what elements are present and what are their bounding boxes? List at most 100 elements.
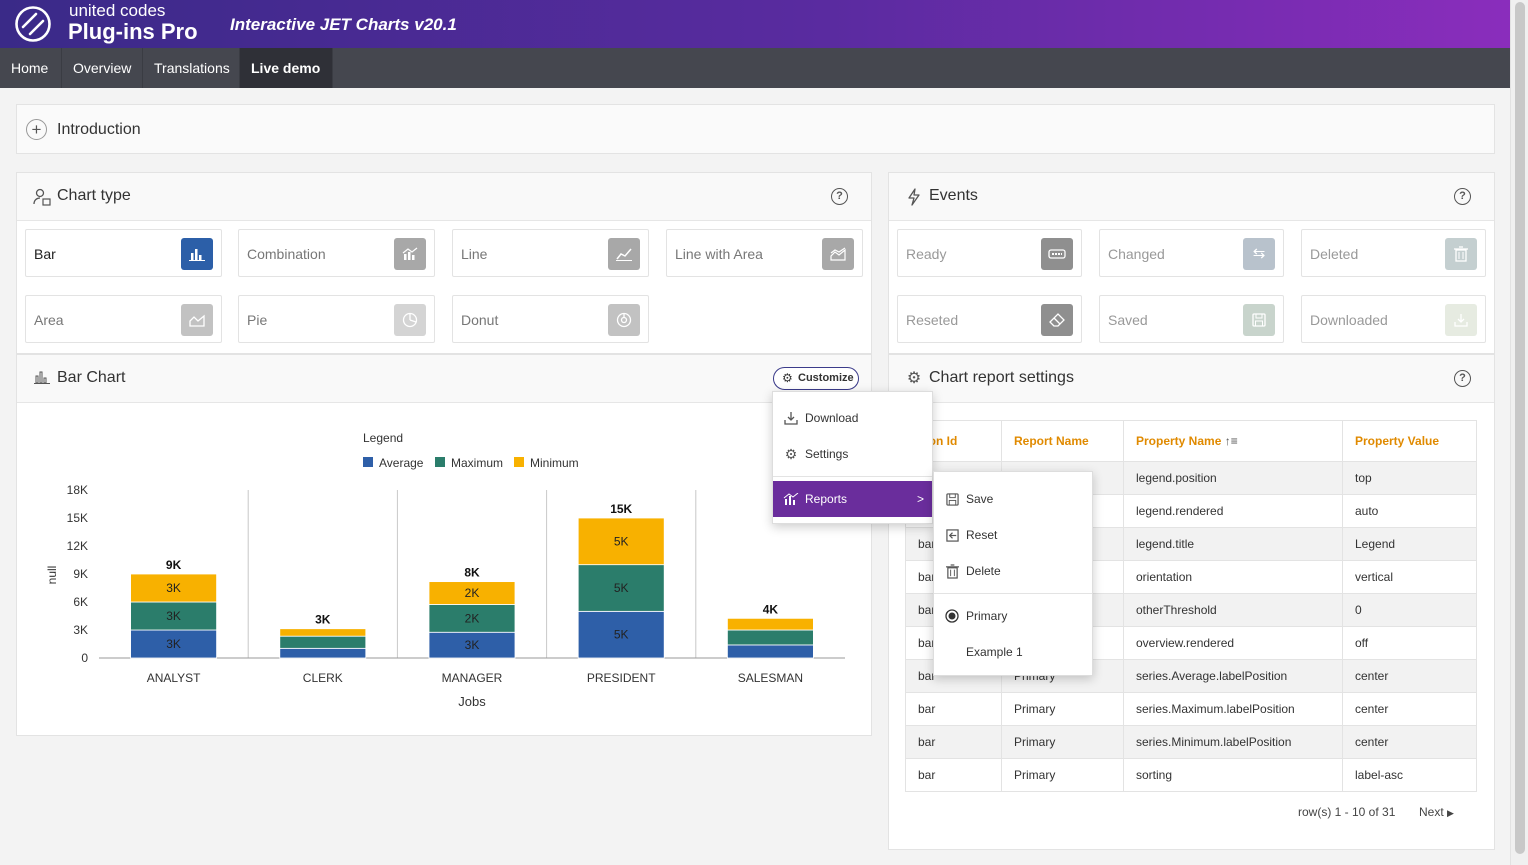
cell-property-name: legend.rendered: [1123, 494, 1343, 528]
gear-icon: ⚙: [906, 370, 922, 387]
tab-translations[interactable]: Translations: [143, 48, 240, 88]
bar-segment: [577, 564, 665, 612]
bar-chart[interactable]: Legend Average Maximum Minimum 0 3K 6K 9K 12K 15K…: [17, 403, 871, 733]
user-chart-icon: [33, 188, 51, 206]
table-row[interactable]: bar Primary series.Minimum.labelPosition ce…: [905, 725, 1477, 759]
legend-entry: Maximum: [451, 456, 503, 470]
cell-property-name: legend.title: [1123, 527, 1343, 561]
tab-live-demo[interactable]: Live demo: [240, 48, 333, 88]
page-scrollbar[interactable]: [1510, 0, 1528, 865]
y-axis-label: null: [45, 566, 59, 585]
report-settings-title: Chart report settings: [929, 369, 1074, 386]
introduction-region[interactable]: + Introduction: [16, 104, 1495, 154]
event-changed[interactable]: Changed ⇆: [1099, 229, 1284, 277]
bar-chart-header: Bar Chart: [17, 355, 871, 403]
bolt-icon: [905, 188, 923, 206]
chart-option-line-with-area[interactable]: Line with Area: [666, 229, 863, 277]
bar-chart-icon: [33, 370, 51, 388]
menu-item-label: Reports: [805, 492, 848, 506]
chart-option-pie[interactable]: Pie: [238, 295, 435, 343]
cell-property-value: off: [1342, 626, 1477, 660]
event-ready[interactable]: Ready: [897, 229, 1082, 277]
donut-chart-icon: [608, 304, 640, 336]
menu-item-reports[interactable]: Reports >: [773, 481, 932, 517]
chart-option-area[interactable]: Area: [25, 295, 222, 343]
next-page-link[interactable]: Next ▶: [1419, 805, 1454, 819]
help-icon[interactable]: ?: [831, 188, 848, 205]
menu-item-download[interactable]: Download: [773, 400, 932, 436]
cell-property-name: sorting: [1123, 758, 1343, 792]
line-area-chart-icon: [822, 238, 854, 270]
plus-icon[interactable]: +: [26, 119, 47, 140]
event-deleted[interactable]: Deleted: [1301, 229, 1486, 277]
table-row[interactable]: bar Primary series.Maximum.labelPosition ce…: [905, 692, 1477, 726]
menu-item-report-primary[interactable]: Primary: [934, 598, 1092, 634]
united-codes-logo-icon: [15, 6, 51, 42]
chart-option-label: Line: [461, 246, 488, 262]
eraser-icon: [1041, 304, 1073, 336]
menu-item-delete[interactable]: Delete: [934, 553, 1092, 589]
total-label: 15K: [610, 502, 632, 516]
reports-submenu: Save Reset Delete Primary Example 1: [933, 471, 1093, 676]
tab-home[interactable]: Home: [0, 48, 62, 88]
cell-report-name: Primary: [1001, 692, 1124, 726]
table-row[interactable]: bar Primary sorting label-asc: [905, 758, 1477, 792]
bar-segment: [130, 573, 217, 603]
help-icon[interactable]: ?: [1454, 188, 1471, 205]
column-header-property-value[interactable]: Property Value: [1342, 420, 1477, 462]
data-label: 5K: [614, 628, 629, 642]
chart-option-combination[interactable]: Combination: [238, 229, 435, 277]
bar-segment: [279, 635, 367, 649]
cell-property-name: series.Average.labelPosition: [1123, 659, 1343, 693]
introduction-title[interactable]: Introduction: [57, 121, 141, 138]
radio-checked-icon: [943, 598, 961, 636]
y-tick-label: 6K: [73, 595, 88, 609]
event-reseted[interactable]: Reseted: [897, 295, 1082, 343]
brand-line2: Plug-ins Pro: [68, 19, 198, 44]
column-header-report-name[interactable]: Report Name: [1001, 420, 1124, 462]
customize-button[interactable]: ⚙ Customize: [773, 367, 859, 390]
chevron-right-icon: >: [916, 492, 924, 506]
menu-divider: [934, 593, 1092, 594]
cell-property-name: legend.position: [1123, 461, 1343, 495]
bar-segment: [727, 629, 814, 646]
cell-report-name: Primary: [1001, 758, 1124, 792]
bar-segment: [428, 631, 516, 659]
data-label: 3K: [166, 637, 181, 651]
data-label: 3K: [166, 609, 181, 623]
legend-swatch: [514, 457, 524, 467]
event-label: Downloaded: [1310, 312, 1388, 328]
tab-overview[interactable]: Overview: [62, 48, 143, 88]
cell-property-name: series.Maximum.labelPosition: [1123, 692, 1343, 726]
scrollbar-thumb[interactable]: [1515, 2, 1525, 854]
chart-option-line[interactable]: Line: [452, 229, 649, 277]
report-settings-header: ⚙ Chart report settings ?: [889, 355, 1494, 403]
bar-segment: [279, 628, 367, 637]
chart-option-bar[interactable]: Bar: [25, 229, 222, 277]
cell-region-id: bar: [905, 758, 1002, 792]
event-downloaded[interactable]: Downloaded: [1301, 295, 1486, 343]
menu-item-report-example-1[interactable]: Example 1: [934, 634, 1092, 670]
event-saved[interactable]: Saved: [1099, 295, 1284, 343]
table-row[interactable]: bar Primary series.Average.labelPosition ce…: [905, 659, 1477, 693]
sort-asc-icon[interactable]: ↑≡: [1224, 434, 1238, 448]
data-label: 2K: [465, 611, 480, 625]
ready-icon: [1041, 238, 1073, 270]
menu-item-reset[interactable]: Reset: [934, 517, 1092, 553]
bar-segment: [130, 601, 217, 631]
line-chart-icon: [608, 238, 640, 270]
nav-bar: Home Overview Translations Live demo: [0, 48, 1510, 88]
menu-item-settings[interactable]: ⚙ Settings: [773, 436, 932, 472]
trash-icon: [943, 553, 961, 592]
total-label: 3K: [315, 613, 331, 627]
bar-segment: [577, 610, 665, 659]
chart-option-label: Bar: [34, 246, 56, 262]
event-label: Saved: [1108, 312, 1148, 328]
chart-option-donut[interactable]: Donut: [452, 295, 649, 343]
legend-swatch: [363, 457, 373, 467]
help-icon[interactable]: ?: [1454, 370, 1471, 387]
bar-segment: [428, 604, 516, 633]
legend-title: Legend: [363, 431, 403, 445]
menu-item-save[interactable]: Save: [934, 481, 1092, 517]
column-header-property-name[interactable]: Property Name ↑≡: [1123, 420, 1343, 462]
